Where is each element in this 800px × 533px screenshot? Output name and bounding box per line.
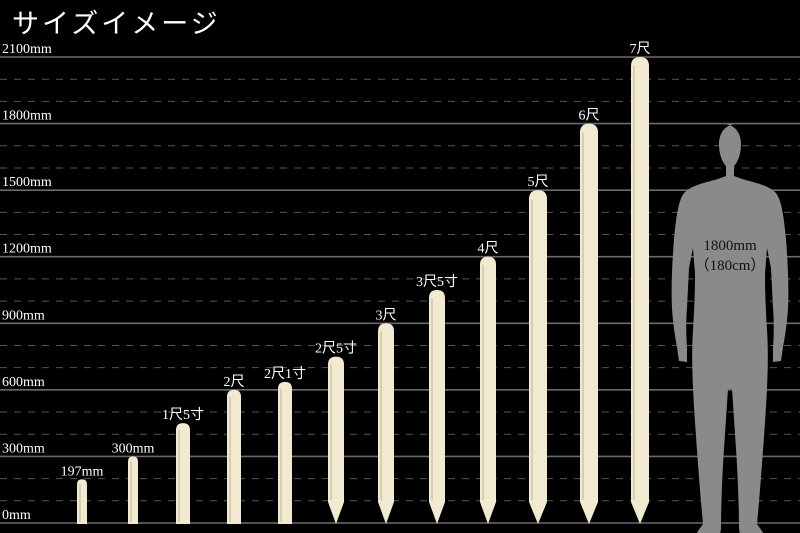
- stake-bar: [128, 456, 138, 524]
- stake-bar: [631, 57, 649, 524]
- y-tick-label: 600mm: [2, 375, 45, 390]
- stake-bar: [529, 190, 547, 524]
- stake-label: 7尺: [630, 41, 651, 57]
- stake-label: 4尺: [478, 241, 499, 257]
- stake-bar: [77, 479, 87, 524]
- y-tick-label: 1500mm: [2, 175, 52, 190]
- stake-label: 1尺5寸: [162, 407, 204, 423]
- y-tick-label: 0mm: [2, 508, 31, 523]
- stake-label: 5尺: [528, 174, 549, 190]
- y-tick-label: 1800mm: [2, 109, 52, 124]
- stake-label: 6尺: [579, 108, 600, 124]
- y-tick-label: 300mm: [2, 441, 45, 456]
- y-tick-label: 2100mm: [2, 42, 52, 57]
- page-title: サイズイメージ: [12, 9, 221, 40]
- person-height-cm-label: （180cm）: [695, 257, 766, 274]
- stake-label: 3尺: [376, 307, 397, 323]
- stake-label: 2尺1寸: [264, 366, 306, 382]
- stake-label: 2尺: [224, 374, 245, 390]
- stake-label: 300mm: [112, 441, 155, 456]
- person-silhouette: 1800mm （180cm）: [671, 124, 789, 533]
- stake-bar: [580, 123, 598, 525]
- y-tick-label: 1200mm: [2, 242, 52, 257]
- y-tick-label: 900mm: [2, 308, 45, 323]
- person-height-label: 1800mm: [703, 238, 757, 254]
- stake-label: 197mm: [61, 464, 104, 479]
- stake-label: 3尺5寸: [416, 274, 458, 290]
- stake-label: 2尺5寸: [315, 341, 357, 357]
